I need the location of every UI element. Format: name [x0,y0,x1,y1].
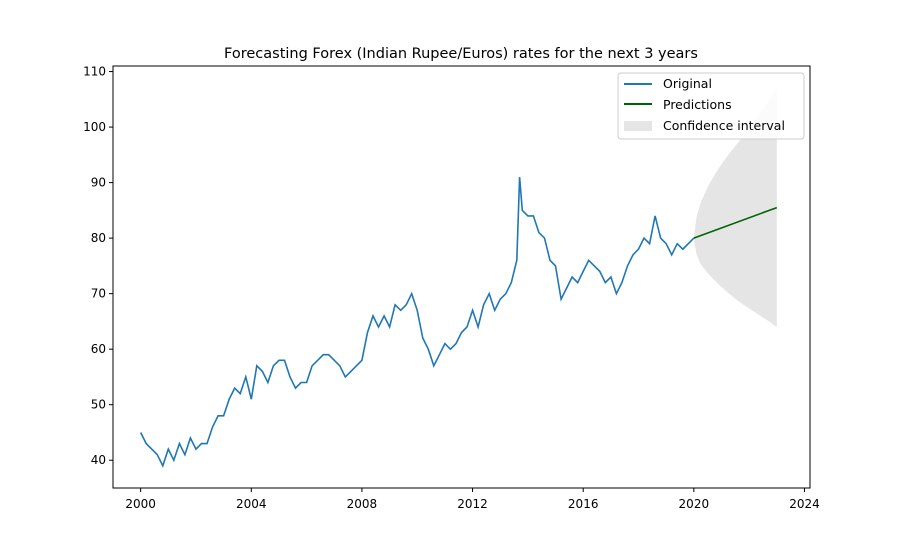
predictions-series-line [693,206,778,239]
legend-box [617,72,805,140]
x-tick-label: 2024 [789,497,820,511]
plot-area [139,88,778,468]
y-tick-label: 90 [91,176,106,190]
confidence-interval-area [693,88,777,327]
axes-frame [112,65,811,489]
original-series-line [139,177,695,468]
y-tick-label: 100 [83,120,106,134]
legend-swatch-confidence [624,121,652,131]
legend-label-original: Original [663,76,712,91]
y-tick-label: 70 [91,287,106,301]
x-tick-label: 2016 [568,497,599,511]
y-tick-label: 40 [91,453,106,467]
x-tick-label: 2020 [679,497,710,511]
x-tick-label: 2008 [347,497,378,511]
y-tick-label: 50 [91,398,106,412]
legend-label-predictions: Predictions [663,97,732,112]
y-tick-label: 60 [91,342,106,356]
legend: Original Predictions Confidence interval [617,72,805,140]
chart-title: Forecasting Forex (Indian Rupee/Euros) r… [224,46,698,62]
legend-label-confidence: Confidence interval [663,118,785,133]
x-axis: 2000 2004 2008 2012 2016 2020 2024 [125,488,820,511]
x-tick-label: 2012 [457,497,488,511]
y-axis: 40 50 60 70 80 90 100 110 [83,65,113,467]
x-tick-label: 2000 [125,497,156,511]
y-tick-label: 110 [83,65,106,79]
y-tick-label: 80 [91,231,106,245]
x-tick-label: 2004 [236,497,267,511]
